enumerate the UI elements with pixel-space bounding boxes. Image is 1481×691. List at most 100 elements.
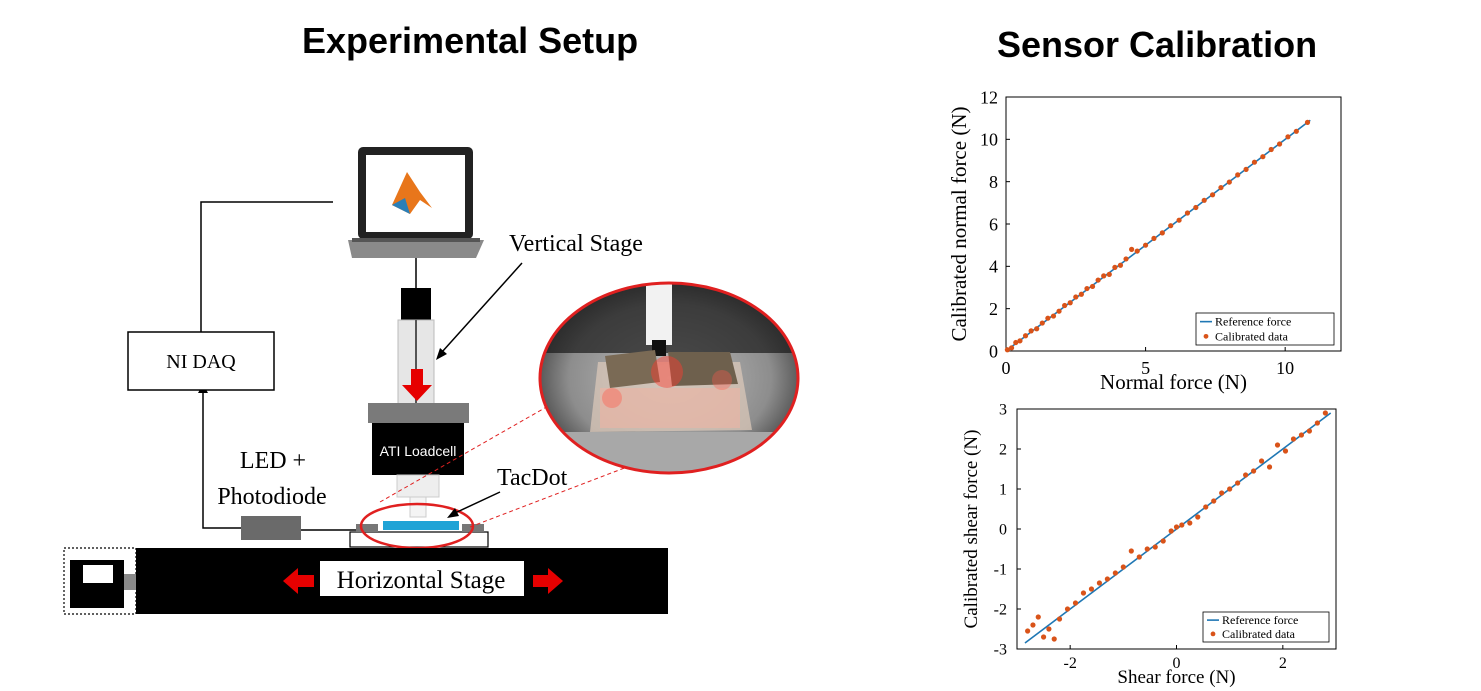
chart2-data-point bbox=[1306, 428, 1313, 434]
chart1-ytick-label: 12 bbox=[980, 87, 998, 107]
chart1-data-point bbox=[1129, 246, 1135, 252]
chart1-data-point bbox=[1117, 262, 1124, 268]
chart1-data-point bbox=[1142, 242, 1149, 248]
chart1-xlabel: Normal force (N) bbox=[1100, 370, 1247, 394]
led-label: LED + bbox=[240, 448, 306, 474]
callout-line-top bbox=[379, 396, 565, 503]
setup-heading: Experimental Setup bbox=[302, 20, 639, 61]
chart2-data-point bbox=[1096, 580, 1103, 586]
ni-daq-box bbox=[127, 331, 275, 391]
chart1-data-point bbox=[1201, 197, 1207, 203]
chart2-ytick-label: 2 bbox=[999, 442, 1007, 459]
chart2-ytick-label: -3 bbox=[994, 642, 1007, 659]
chart2-data-point bbox=[1040, 634, 1047, 640]
chart2-data-point bbox=[1128, 548, 1134, 554]
chart1-data-point bbox=[1235, 172, 1241, 178]
chart2-data-point bbox=[1211, 498, 1217, 504]
ati-loadcell-label: ATI Loadcell bbox=[380, 443, 457, 459]
chart2-legend-label: Reference force bbox=[1222, 613, 1298, 627]
chart1-data-point bbox=[1062, 302, 1068, 309]
tacdot-arrowhead-icon bbox=[447, 508, 459, 518]
chart1-data-point bbox=[1013, 339, 1019, 346]
chart1-ytick-label: 0 bbox=[989, 341, 998, 361]
chart2-data-point bbox=[1152, 544, 1158, 550]
chart2-legend bbox=[1202, 611, 1330, 643]
chart1-data-point bbox=[1285, 134, 1291, 140]
chart1-data-point bbox=[1022, 333, 1029, 339]
chart1-data-point bbox=[1106, 271, 1112, 277]
chart2-ytick-label: -2 bbox=[994, 602, 1007, 619]
chart2-data-point bbox=[1282, 448, 1289, 454]
chart1-data-point bbox=[1008, 345, 1015, 351]
sensor-mount-left bbox=[356, 524, 378, 532]
chart2-data-point bbox=[1290, 436, 1297, 442]
horizontal-stage-label: Horizontal Stage bbox=[337, 567, 506, 594]
down-arrow-icon bbox=[402, 369, 432, 401]
chart1-data-point bbox=[1095, 277, 1101, 283]
chart1-reference-line bbox=[1005, 119, 1311, 352]
setup-diagram: NI DAQ Vertical Stage ATI Loadcell LED +… bbox=[63, 147, 800, 615]
chart2-data-point bbox=[1136, 554, 1142, 560]
chart1-data-point bbox=[1084, 285, 1090, 292]
pointer-arrowhead-icon bbox=[436, 348, 447, 360]
chart1-data-point bbox=[1089, 283, 1096, 290]
chart1-data-point bbox=[1045, 315, 1051, 321]
chart1-data-point bbox=[1073, 294, 1079, 300]
vertical-stage-pointer bbox=[441, 262, 523, 353]
horizontal-stage-label-box bbox=[320, 561, 524, 596]
chart1-data-point bbox=[1243, 166, 1249, 172]
laptop-base bbox=[348, 240, 484, 258]
chart1-xtick-label: 5 bbox=[1141, 358, 1150, 378]
chart1-xtick-label: 10 bbox=[1276, 358, 1294, 378]
chart1-data-point bbox=[1056, 308, 1062, 314]
tacdot-sensor bbox=[383, 521, 459, 530]
laptop bbox=[348, 147, 484, 258]
chart1-data-point bbox=[1067, 300, 1073, 306]
tacdot-label: TacDot bbox=[497, 465, 568, 491]
chart1-legend-label: Reference force bbox=[1215, 315, 1291, 329]
photo-frame bbox=[538, 281, 800, 475]
chart2-data-point bbox=[1266, 464, 1273, 470]
chart2-data-point bbox=[1173, 524, 1180, 530]
chart1-data-point bbox=[1176, 217, 1182, 223]
chart2-data-point bbox=[1168, 528, 1174, 534]
chart1-data-point bbox=[1039, 320, 1045, 326]
led-photodiode-block bbox=[241, 516, 301, 540]
chart1-data-point bbox=[1078, 291, 1084, 297]
callout-line-bottom bbox=[469, 466, 628, 528]
chart1-data-point bbox=[1218, 184, 1224, 191]
chart1-data-point bbox=[1034, 326, 1040, 332]
chart1-data-point bbox=[1050, 313, 1057, 319]
chart1-data-point bbox=[1159, 230, 1165, 236]
chart2-legend-label: Calibrated data bbox=[1222, 627, 1296, 641]
chart1-data-point bbox=[1304, 119, 1311, 125]
chart2-data-point bbox=[1030, 622, 1036, 628]
tacdot-pointer bbox=[454, 491, 501, 514]
chart2-xtick-label: -2 bbox=[1064, 655, 1077, 672]
chart1-data-point bbox=[1293, 128, 1299, 134]
chart2-xtick-label: 0 bbox=[1173, 655, 1181, 672]
chart2-data-point bbox=[1179, 522, 1185, 528]
chart2-data-point bbox=[1298, 432, 1305, 438]
chart2-data-point bbox=[1072, 600, 1079, 606]
laptop-hinge bbox=[352, 238, 480, 242]
chart1-data-point bbox=[1193, 204, 1199, 211]
vertical-stage-motor bbox=[401, 288, 431, 320]
chart2-data-point bbox=[1088, 586, 1095, 592]
chart2-data-point bbox=[1025, 628, 1031, 634]
ni-daq-label: NI DAQ bbox=[166, 351, 236, 373]
vertical-stage-label: Vertical Stage bbox=[509, 231, 643, 257]
chart2-data-point bbox=[1314, 420, 1320, 426]
loadcell-plate bbox=[368, 403, 469, 423]
chart2-data-point bbox=[1243, 472, 1249, 478]
chart2-data-point bbox=[1250, 468, 1257, 474]
chart2-ytick-label: 0 bbox=[999, 522, 1007, 539]
left-arrow-icon bbox=[283, 568, 314, 594]
chart2-data-point bbox=[1258, 458, 1265, 464]
chart1-data-point bbox=[1151, 235, 1157, 241]
chart2-data-point bbox=[1235, 480, 1241, 486]
right-arrow-icon bbox=[533, 568, 563, 594]
chart1-data-point bbox=[1004, 347, 1010, 353]
chart1-data-point bbox=[1276, 141, 1283, 147]
chart2-data-point bbox=[1203, 504, 1209, 510]
